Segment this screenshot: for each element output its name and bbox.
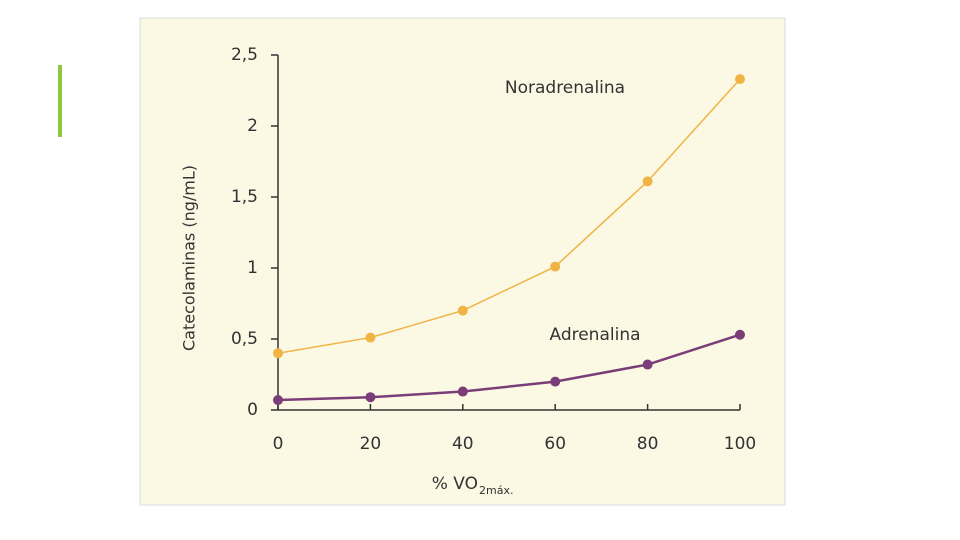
point [273, 395, 283, 406]
series-label: Adrenalina [549, 325, 640, 345]
point [735, 329, 745, 340]
x-axis-label: % VO [432, 474, 478, 494]
x-tick-label: 0 [273, 434, 284, 454]
point [550, 261, 561, 272]
point [735, 74, 745, 85]
series-label: Noradrenalina [505, 78, 625, 98]
y-tick-label: 2 [247, 116, 258, 136]
x-tick-label: 40 [452, 434, 474, 454]
y-tick-label: 1 [247, 258, 258, 278]
point [550, 376, 561, 387]
point [365, 332, 376, 343]
x-tick-label: 20 [360, 434, 382, 454]
y-tick-label: 1,5 [231, 187, 258, 207]
series-line [277, 333, 741, 402]
point [457, 305, 468, 316]
point [273, 348, 283, 359]
x-tick-label: 60 [544, 434, 566, 454]
point [457, 386, 468, 397]
y-tick-label: 0,5 [231, 329, 258, 349]
series-line [277, 78, 741, 354]
x-axis-label-sub: 2máx. [479, 484, 513, 497]
point [365, 392, 376, 403]
y-axis-label: Catecolaminas (ng/mL) [180, 165, 199, 351]
y-tick-label: 2,5 [231, 45, 258, 65]
chart-background [139, 17, 786, 506]
point [642, 359, 653, 370]
point [642, 176, 653, 187]
y-tick-label: 0 [247, 400, 258, 420]
x-tick-label: 80 [637, 434, 659, 454]
x-tick-label: 100 [724, 434, 756, 454]
accent-bar [58, 65, 62, 137]
